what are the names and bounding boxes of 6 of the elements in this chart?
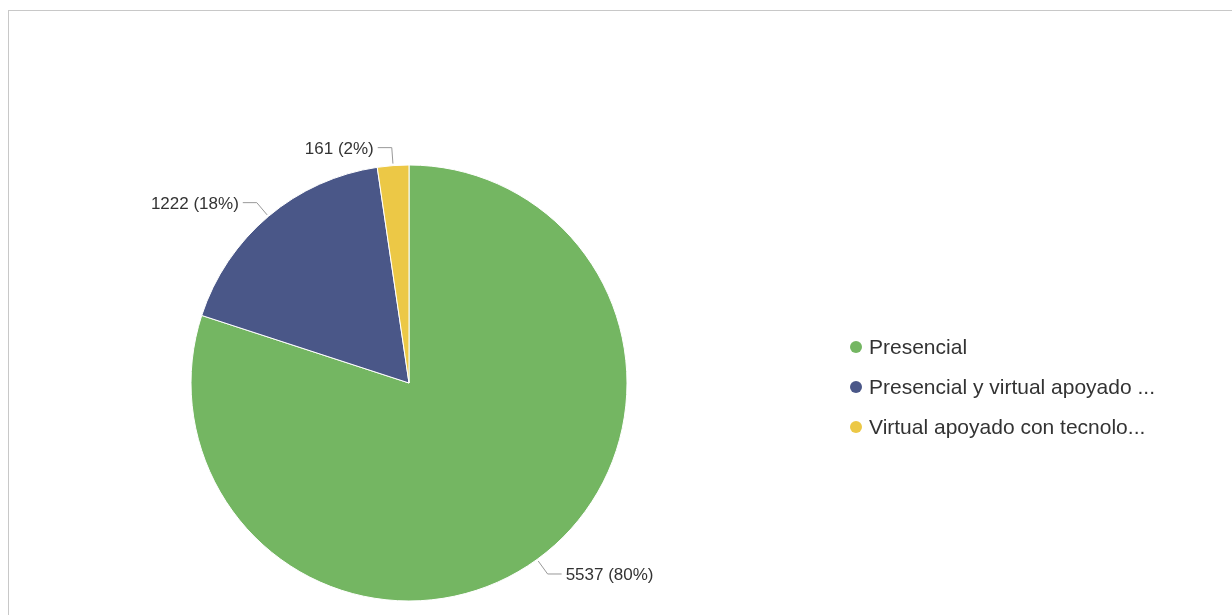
data-label: 161 (2%) bbox=[304, 138, 374, 158]
legend-label: Virtual apoyado con tecnolo... bbox=[869, 415, 1146, 439]
data-label: 1222 (18%) bbox=[150, 193, 239, 213]
legend-label: Presencial bbox=[869, 335, 968, 359]
legend-label: Presencial y virtual apoyado ... bbox=[869, 375, 1155, 399]
data-label: 5537 (80%) bbox=[565, 564, 654, 584]
